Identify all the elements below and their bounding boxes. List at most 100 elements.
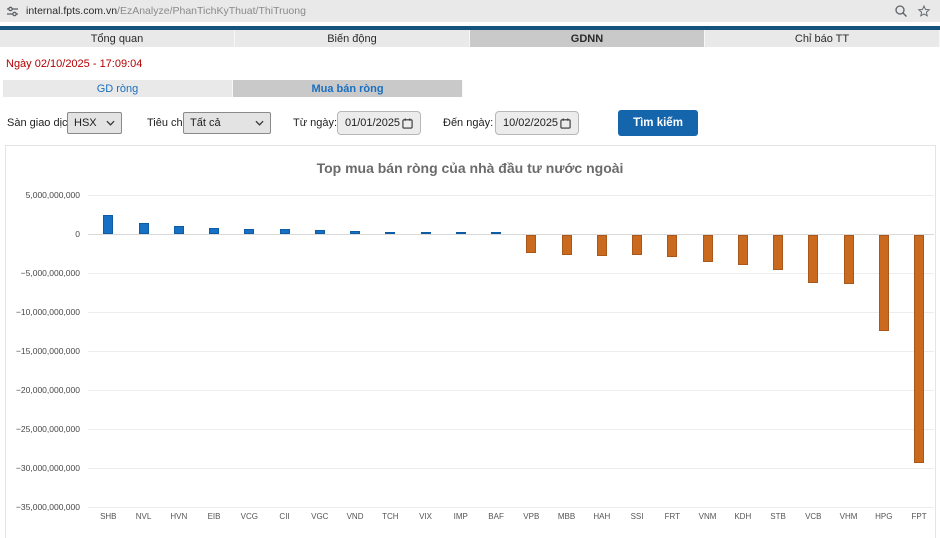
bar-CII [279,229,290,234]
bar-VGC [314,230,325,234]
x-label-FPT: FPT [911,512,927,521]
exchange-select-value: HSX [74,117,97,129]
bar-VCB [808,235,819,283]
x-label-VPB: VPB [523,512,540,521]
gridline [88,195,934,196]
chart-card [5,145,936,538]
chevron-down-icon [106,120,115,126]
x-label-STB: STB [770,512,786,521]
bar-VCG [244,228,255,234]
y-axis-tick-label: 0 [75,229,80,239]
top-accent-bar [0,26,940,30]
x-label-HVN: HVN [170,512,188,521]
x-label-EIB: EIB [207,512,221,521]
gridline [88,312,934,313]
chevron-down-icon [255,120,264,126]
x-label-CII: CII [279,512,290,521]
bar-EIB [209,227,220,234]
gridline [88,234,934,235]
calendar-icon[interactable] [560,117,571,129]
to-date-input[interactable]: 10/02/2025 [495,111,579,135]
x-label-BAF: BAF [488,512,504,521]
bar-KDH [737,235,748,265]
chart-title: Top mua bán ròng của nhà đầu tư nước ngo… [316,160,624,176]
from-date-value: 01/01/2025 [345,117,401,129]
bar-VPB [526,235,537,253]
y-axis-tick-label: 5,000,000,000 [25,190,80,200]
bar-BAF [491,232,502,235]
main-tabs: Tổng quan Biến động GDNN Chỉ báo TT [0,30,940,47]
bar-FRT [667,235,678,257]
bar-HVN [173,226,184,234]
bar-MBB [561,235,572,256]
y-axis-tick-label: −35,000,000,000 [15,502,80,512]
bar-VIX [420,232,431,235]
from-date-input[interactable]: 01/01/2025 [337,111,421,135]
bar-FPT [914,235,925,463]
search-button[interactable]: Tìm kiếm [618,110,698,136]
zoom-icon[interactable] [894,4,908,18]
criteria-select-value: Tất cả [190,117,221,129]
subtab-gd-rong[interactable]: GD ròng [3,80,233,97]
gridline [88,351,934,352]
bar-HPG [878,235,889,331]
y-axis-tick-label: −15,000,000,000 [15,346,80,356]
exchange-select[interactable]: HSX [67,112,122,134]
gridline [88,429,934,430]
tab-tong-quan[interactable]: Tổng quan [0,30,235,47]
gridline [88,507,934,508]
criteria-label: Tiêu chí [147,117,186,129]
calendar-icon[interactable] [402,117,413,129]
x-label-SHB: SHB [100,512,117,521]
from-date-label: Từ ngày: [293,117,338,129]
x-label-IMP: IMP [453,512,468,521]
bar-VHM [843,235,854,284]
gridline [88,390,934,391]
x-label-TCH: TCH [382,512,399,521]
y-axis-tick-label: −5,000,000,000 [20,268,80,278]
x-label-VCB: VCB [805,512,822,521]
url-text[interactable]: internal.fpts.com.vn/EzAnalyze/PhanTichK… [26,5,306,17]
x-label-VIX: VIX [419,512,432,521]
x-label-VHM: VHM [839,512,858,521]
to-date-label: Đến ngày: [443,117,494,129]
x-label-VCG: VCG [240,512,258,521]
y-axis-tick-label: −25,000,000,000 [15,424,80,434]
sub-tabs: GD ròng Mua bán ròng [3,80,464,97]
x-label-HPG: HPG [875,512,893,521]
bar-NVL [138,223,149,234]
bar-STB [773,235,784,271]
bookmark-star-icon[interactable] [917,4,931,18]
x-label-SSI: SSI [630,512,644,521]
browser-url-bar[interactable]: internal.fpts.com.vn/EzAnalyze/PhanTichK… [0,0,940,22]
url-host: internal.fpts.com.vn [26,5,118,17]
x-label-HAH: HAH [593,512,611,521]
tab-gdnn[interactable]: GDNN [470,30,705,47]
x-label-NVL: NVL [135,512,152,521]
y-axis-tick-label: −20,000,000,000 [15,385,80,395]
x-label-VND: VND [346,512,364,521]
bar-SHB [103,215,114,234]
bar-SSI [632,235,643,256]
y-axis-tick-label: −10,000,000,000 [15,307,80,317]
tune-icon[interactable] [6,5,19,18]
bar-HAH [596,235,607,257]
exchange-label: Sàn giao dịch [7,117,74,129]
tab-bien-dong[interactable]: Biến động [235,30,470,47]
bar-TCH [385,231,396,234]
x-label-KDH: KDH [734,512,752,521]
x-label-MBB: MBB [557,512,576,521]
criteria-select[interactable]: Tất cả [183,112,271,134]
gridline [88,468,934,469]
gridline [88,273,934,274]
url-path: /EzAnalyze/PhanTichKyThuat/ThiTruong [117,5,306,17]
x-label-VNM: VNM [698,512,717,521]
y-axis-tick-label: −30,000,000,000 [15,463,80,473]
session-date-label: Ngày 02/10/2025 - 17:09:04 [6,58,143,70]
bar-VNM [702,235,713,262]
x-label-FRT: FRT [664,512,680,521]
tab-chi-bao-tt[interactable]: Chỉ báo TT [705,30,940,47]
bar-IMP [455,232,466,235]
bar-VND [350,231,361,234]
subtab-mua-ban-rong[interactable]: Mua bán ròng [233,80,463,97]
